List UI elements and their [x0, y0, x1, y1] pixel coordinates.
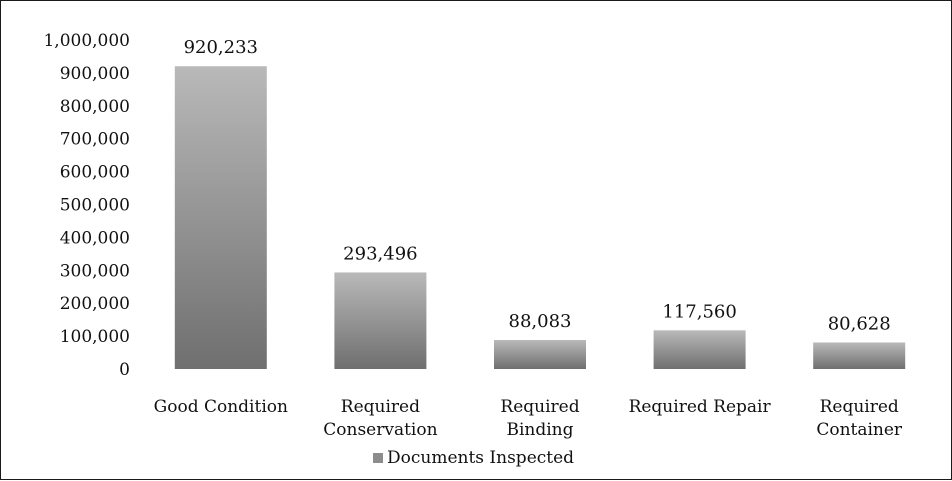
bar-value-label: 88,083 [509, 311, 572, 332]
x-category-label: Required Repair [629, 397, 772, 417]
legend-swatch [373, 453, 383, 463]
y-tick-label: 600,000 [60, 163, 130, 183]
x-category-label: Good Condition [154, 397, 288, 417]
value-labels-group: 920,233 293,496 88,083 117,560 80,628 [184, 37, 891, 334]
bar [813, 342, 906, 369]
bar [334, 272, 427, 369]
legend: Documents Inspected [373, 448, 574, 468]
x-category-label: Required [500, 397, 579, 417]
x-category-label: Conservation [323, 420, 437, 440]
y-tick-label: 700,000 [60, 130, 130, 150]
y-tick-label: 200,000 [60, 294, 130, 314]
x-category-label: Required [341, 397, 420, 417]
bars-group [174, 66, 906, 369]
x-category-label: Binding [506, 420, 573, 440]
bar-value-label: 117,560 [662, 301, 736, 322]
y-tick-label: 0 [119, 360, 130, 380]
x-axis: Good Condition Required Conservation Requir… [154, 397, 903, 440]
x-category-label: Required [820, 397, 899, 417]
legend-label: Documents Inspected [387, 448, 574, 468]
bar-value-label: 293,496 [343, 243, 417, 264]
bar [653, 330, 746, 369]
x-category-label: Container [816, 420, 903, 440]
y-tick-label: 1,000,000 [43, 31, 130, 51]
y-tick-label: 900,000 [60, 64, 130, 84]
bar-value-label: 80,628 [828, 313, 891, 334]
y-tick-label: 500,000 [60, 196, 130, 216]
bar-value-label: 920,233 [184, 37, 258, 58]
y-tick-label: 800,000 [60, 97, 130, 117]
y-axis: 0 100,000 200,000 300,000 400,000 500,000 600,… [43, 31, 130, 380]
y-tick-label: 300,000 [60, 261, 130, 281]
y-tick-label: 400,000 [60, 228, 130, 248]
bar [494, 340, 586, 369]
bar [174, 66, 267, 369]
y-tick-label: 100,000 [60, 327, 130, 347]
